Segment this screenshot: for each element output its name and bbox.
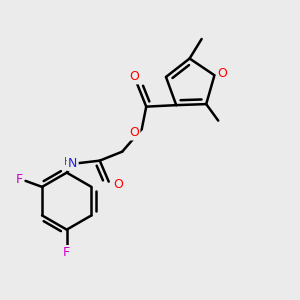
Text: O: O <box>129 126 139 139</box>
Text: O: O <box>217 67 227 80</box>
Text: F: F <box>63 246 70 259</box>
Text: O: O <box>129 70 139 83</box>
Text: N: N <box>68 157 77 170</box>
Text: O: O <box>113 178 123 190</box>
Text: H: H <box>64 158 72 167</box>
Text: F: F <box>15 173 22 186</box>
